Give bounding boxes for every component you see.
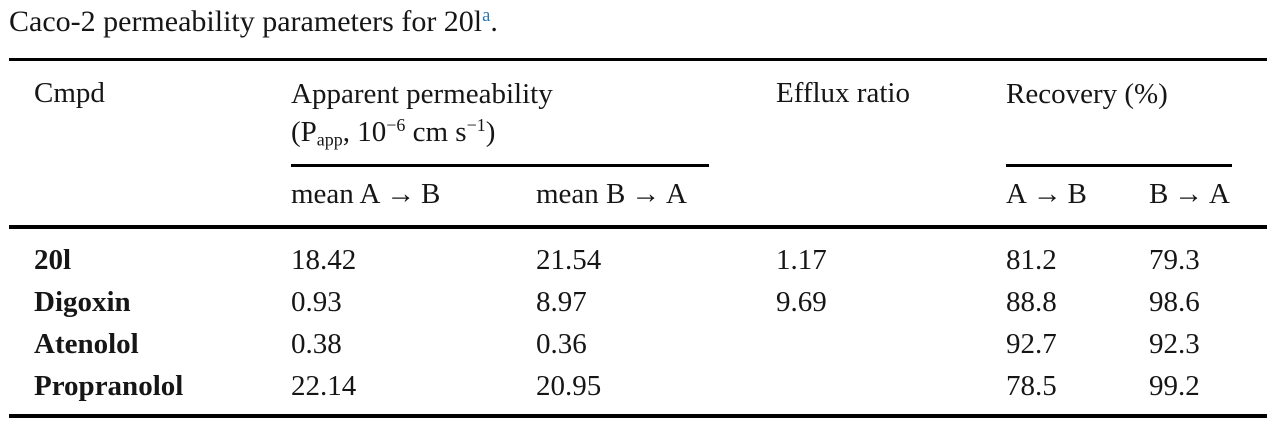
recovery-ba-cell: 98.6 xyxy=(1149,286,1200,318)
mean-ab-cell: 0.38 xyxy=(291,328,342,360)
footnote-marker-link[interactable]: a xyxy=(482,4,491,26)
compound-name-cell: Atenolol xyxy=(34,328,139,360)
papp-units: cm s xyxy=(405,116,467,148)
compound-name-cell: Propranolol xyxy=(34,370,184,402)
table-row: Atenolol 0.38 0.36 92.7 92.3 xyxy=(9,323,1267,365)
recovery-ab-cell: 92.7 xyxy=(1006,328,1057,360)
header-apparent-permeability: Apparent permeability (Papp, 10−6 cm s−1… xyxy=(291,61,776,167)
apparent-permeability-line2: (Papp, 10−6 cm s−1) xyxy=(291,113,709,151)
subheader-recovery-a-to-b: A → B xyxy=(1006,167,1149,229)
header-recovery-label: Recovery (%) xyxy=(1006,78,1168,110)
papp-subscript: app xyxy=(316,129,343,150)
compound-name-cell: 20l xyxy=(34,244,72,276)
header-efflux-ratio-label: Efflux ratio xyxy=(776,77,910,109)
table-row: Propranolol 22.14 20.95 78.5 99.2 xyxy=(9,365,1267,416)
caption-period: . xyxy=(490,5,498,38)
recovery-group: Recovery (%) xyxy=(1006,75,1232,167)
efflux-ratio-cell: 9.69 xyxy=(776,286,827,318)
apparent-permeability-group: Apparent permeability (Papp, 10−6 cm s−1… xyxy=(291,75,709,167)
compound-name-cell: Digoxin xyxy=(34,286,131,318)
papp-exponent-2: −1 xyxy=(466,115,486,136)
mean-ba-cell: 8.97 xyxy=(536,286,587,318)
papp-exponent-1: −6 xyxy=(386,115,406,136)
header-cmpd-label: Cmpd xyxy=(34,77,105,109)
apparent-permeability-line1: Apparent permeability xyxy=(291,78,553,110)
recovery-ba-cell: 92.3 xyxy=(1149,328,1200,360)
recovery-ba-cell: 79.3 xyxy=(1149,244,1200,276)
efflux-ratio-cell xyxy=(776,323,1006,365)
recovery-ab-cell: 81.2 xyxy=(1006,244,1057,276)
papp-post: ) xyxy=(485,116,496,148)
recovery-ab-cell: 88.8 xyxy=(1006,286,1057,318)
sub-header-row: mean A → B mean B → A A → B B → A xyxy=(9,167,1267,229)
mean-ba-cell: 20.95 xyxy=(536,370,602,402)
mean-ab-cell: 22.14 xyxy=(291,370,357,402)
mean-ab-cell: 18.42 xyxy=(291,244,357,276)
paper-table-figure: Caco-2 permeability parameters for 20la.… xyxy=(9,0,1267,418)
subheader-recovery-b-to-a: B → A xyxy=(1149,167,1267,229)
mean-ab-cell: 0.93 xyxy=(291,286,342,318)
recovery-ab-cell: 78.5 xyxy=(1006,370,1057,402)
mean-ba-cell: 21.54 xyxy=(536,244,602,276)
table-row: Digoxin 0.93 8.97 9.69 88.8 98.6 xyxy=(9,281,1267,323)
table-body: 20l 18.42 21.54 1.17 81.2 79.3 Digoxin 0… xyxy=(9,227,1267,416)
group-header-row: Cmpd Apparent permeability (Papp, 10−6 c… xyxy=(9,61,1267,229)
table-row: 20l 18.42 21.54 1.17 81.2 79.3 xyxy=(9,227,1267,281)
efflux-ratio-cell: 1.17 xyxy=(776,244,827,276)
header-recovery: Recovery (%) xyxy=(1006,61,1267,167)
subheader-mean-a-to-b: mean A → B xyxy=(291,167,536,229)
papp-mid: , 10 xyxy=(342,116,387,148)
caption-text: Caco-2 permeability parameters for 20l xyxy=(9,5,483,38)
header-cmpd: Cmpd xyxy=(9,61,291,229)
table-header: Cmpd Apparent permeability (Papp, 10−6 c… xyxy=(9,61,1267,229)
table-caption: Caco-2 permeability parameters for 20la. xyxy=(9,0,1267,61)
papp-pre: (P xyxy=(291,116,317,148)
subheader-mean-b-to-a: mean B → A xyxy=(536,167,776,229)
recovery-ba-cell: 99.2 xyxy=(1149,370,1200,402)
header-efflux-ratio: Efflux ratio xyxy=(776,61,1006,229)
efflux-ratio-cell xyxy=(776,365,1006,416)
mean-ba-cell: 0.36 xyxy=(536,328,587,360)
permeability-table: Cmpd Apparent permeability (Papp, 10−6 c… xyxy=(9,61,1267,418)
